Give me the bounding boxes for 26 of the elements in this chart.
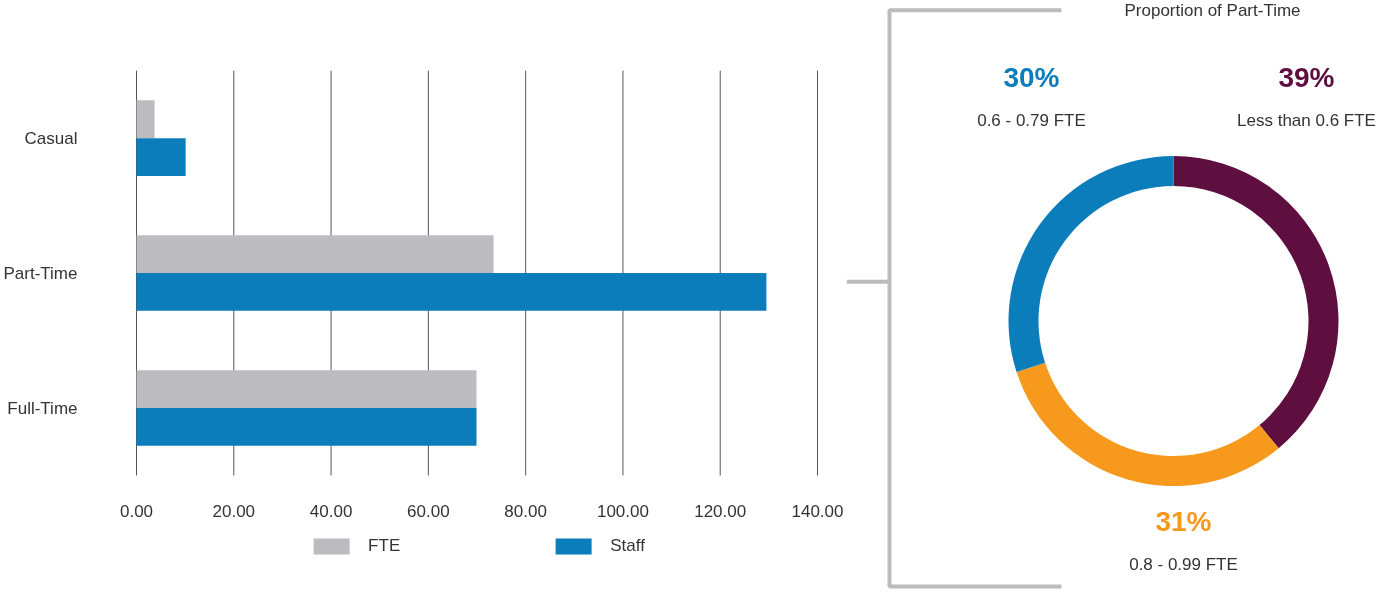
- data-label: 31%: [1155, 506, 1212, 538]
- legend-label: Staff: [610, 536, 645, 556]
- legend-label: FTE: [368, 536, 401, 556]
- chart-title: Proportion of Part-Time: [1124, 0, 1301, 20]
- x-tick-label: 20.00: [212, 502, 256, 522]
- y-tick-label: Casual: [24, 128, 78, 148]
- bar: [136, 408, 477, 446]
- x-tick-label: 60.00: [407, 502, 450, 522]
- slice-label: Less than 0.6 FTE: [1237, 110, 1376, 130]
- y-tick-label: Full-Time: [7, 398, 78, 418]
- bar: [136, 100, 155, 139]
- x-tick-label: 120.00: [694, 502, 747, 522]
- y-tick-label: Part-Time: [3, 263, 78, 283]
- bar: [136, 235, 494, 274]
- bar: [136, 273, 767, 311]
- x-tick-label: 140.00: [791, 502, 844, 522]
- data-label: 30%: [1003, 61, 1060, 93]
- slice-label: 0.6 - 0.79 FTE: [977, 110, 1086, 130]
- bar: [136, 370, 477, 409]
- x-tick-label: 80.00: [504, 502, 547, 522]
- x-tick-label: 100.00: [596, 502, 649, 522]
- slice-label: 0.8 - 0.99 FTE: [1129, 555, 1238, 575]
- data-label: 39%: [1278, 61, 1335, 93]
- x-tick-label: 40.00: [309, 502, 353, 522]
- x-tick-label: 0.00: [119, 502, 154, 522]
- bar: [136, 138, 186, 176]
